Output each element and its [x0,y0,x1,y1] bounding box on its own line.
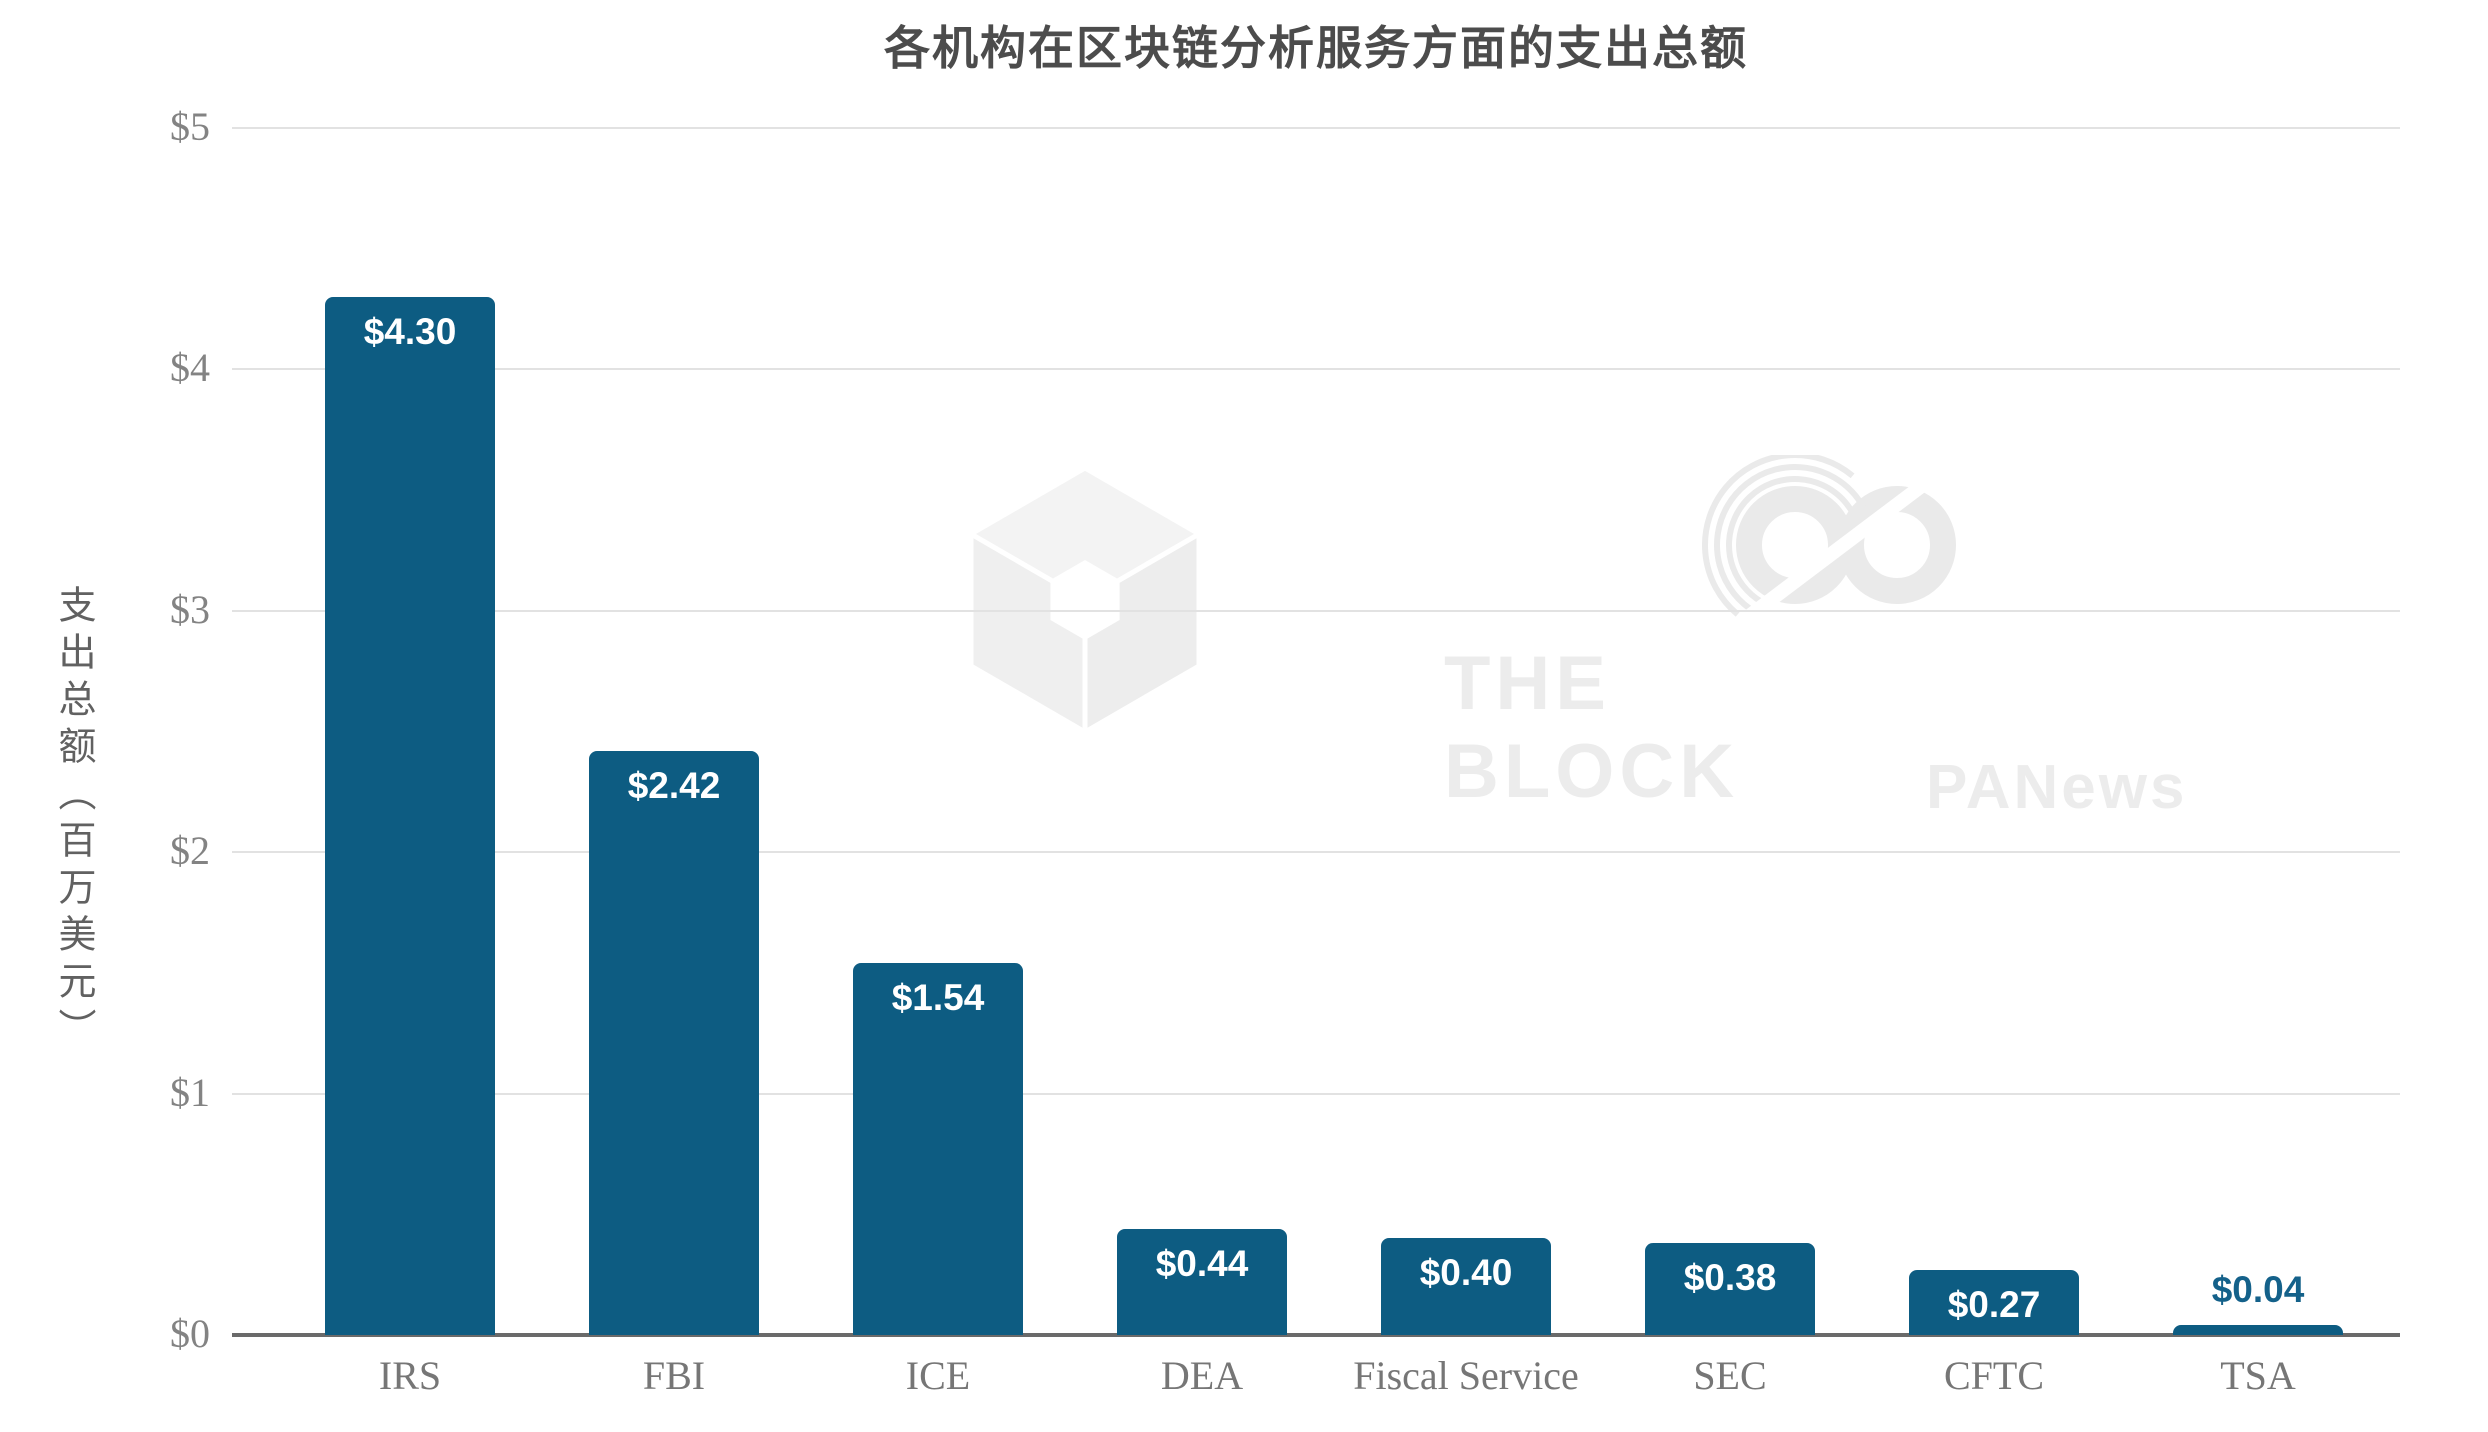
bar-fbi: $2.42 [589,750,759,1335]
y-tick-label: $1 [170,1069,210,1115]
x-labels: IRS FBI ICE DEA Fiscal Service SEC CFTC TSA [278,1352,2390,1399]
bar-value-label: $0.40 [1419,1252,1513,1294]
bar-irs: $4.30 [325,296,495,1335]
bar-value-label: $1.54 [891,977,985,1019]
y-tick-label: $0 [170,1311,210,1356]
y-tick-label: $4 [170,345,210,391]
bar-value-label: $4.30 [363,310,457,352]
y-tick-labels: $0 $1 $2 $3 $4 $5 [60,104,210,1356]
watermarks: THE BLOCK PANews [232,128,2400,1335]
the-block-text-line1: THE [1444,641,1611,726]
gridline [232,127,2400,129]
bar-slot: $0.04 [2126,128,2390,1335]
gridline [232,368,2400,371]
bar-slot: $1.54 [806,128,1070,1335]
x-category-label: SEC [1693,1353,1767,1398]
gridline [232,1092,2400,1095]
bar-dea: $0.44 [1117,1228,1287,1335]
bar-value-label: $0.44 [1155,1242,1249,1284]
the-block-watermark-text: THE BLOCK [1444,640,1739,816]
bar-value-label: $0.38 [1683,1257,1777,1299]
x-category-label: ICE [905,1353,971,1398]
panews-watermark-text: PANews [1926,753,2188,822]
x-category-label: CFTC [1943,1353,2045,1398]
chart-title: 各机构在区块链分析服务方面的支出总额 [884,22,1748,74]
bar-slot: $0.27 [1862,128,2126,1335]
bar-cftc: $0.27 [1909,1269,2079,1335]
the-block-logo-icon [966,465,1204,735]
the-block-text-line2: BLOCK [1444,729,1740,814]
bars: $4.30 $2.42 $1.54 $0.44 $0.40 $0.38 $0.27 $0.04 [278,128,2390,1335]
bar-ice: $1.54 [853,963,1023,1335]
bar-value-label: $0.04 [2211,1269,2305,1311]
x-category-label: DEA [1160,1353,1244,1398]
gridlines [232,127,2400,1335]
bar-slot: $0.38 [1598,128,1862,1335]
panews-logo-icon [1702,455,1957,630]
bar-value-label: $0.27 [1947,1283,2041,1325]
bar-value-label: $2.42 [627,764,721,806]
bar-slot: $2.42 [542,128,806,1335]
x-category-label: TSA [2220,1353,2296,1398]
bar-slot: $0.44 [1070,128,1334,1335]
y-tick-label: $5 [170,104,210,149]
x-category-label: IRS [378,1353,442,1398]
x-category-label: Fiscal Service [1353,1353,1579,1398]
gridline [232,851,2400,854]
y-axis-title: 支出总额（百万美元） [52,585,94,1055]
bar-fiscal-service: $0.40 [1381,1238,1551,1335]
bar-slot: $0.40 [1334,128,1598,1335]
y-tick-label: $3 [170,586,210,632]
x-axis-line [232,1333,2400,1337]
gridline [232,609,2400,612]
bar-slot: $4.30 [278,128,542,1335]
y-tick-label: $2 [170,828,210,874]
bar-sec: $0.38 [1645,1243,1815,1335]
bar-tsa [2173,1325,2343,1335]
x-category-label: FBI [642,1353,706,1398]
plot-area: THE BLOCK PANews $4.30 $2.42 $1.54 $0.44 $0.… [232,127,2400,1337]
